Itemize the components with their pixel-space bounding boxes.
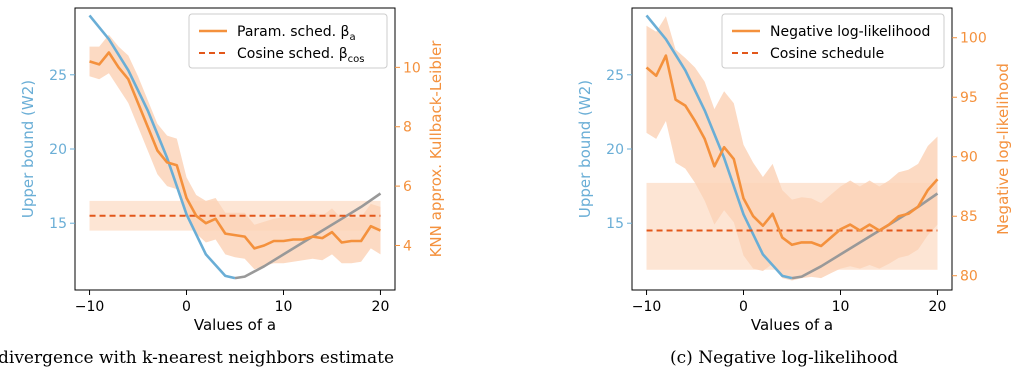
x-tick-label: −10 — [75, 299, 105, 315]
legend-entry-label: Cosine schedule — [770, 46, 884, 62]
confidence-band-cosine — [646, 182, 938, 270]
legend-entry-label: Param. sched. βa — [237, 24, 356, 43]
main-series-line — [645, 54, 939, 248]
right-y-tick-label: 90 — [960, 150, 978, 166]
right-y-axis-label: Negative log-likelihood — [994, 63, 1012, 235]
legend-entry-label: Negative log-likelihood — [770, 24, 930, 40]
legend-box — [188, 13, 388, 69]
left-y-tick-label: 15 — [606, 216, 624, 232]
right-y-axis-label: KNN approx. Kullback-Leibler — [427, 40, 445, 258]
right-y-tick-label: 95 — [960, 90, 978, 106]
legend-box — [721, 13, 945, 69]
x-tick-label: 0 — [739, 299, 748, 315]
x-tick-label: −10 — [632, 299, 662, 315]
left-y-tick-label: 25 — [606, 68, 624, 84]
x-tick-label: 0 — [182, 299, 191, 315]
left-y-tick-label: 15 — [49, 216, 67, 232]
upper-bound-line-after-optimum — [234, 192, 382, 280]
chart-nll: −10 0 10 20 15 20 25 80 85 90 95 100 Values of a Uppe… — [576, 7, 1012, 334]
legend-entry-label: Cosine sched. βcos — [237, 46, 365, 65]
right-y-tick-label: 10 — [403, 60, 421, 76]
x-tick-label: 10 — [275, 299, 293, 315]
left-y-axis-label: Upper bound (W2) — [19, 80, 37, 218]
caption-right: (c) Negative log-likelihood — [670, 348, 898, 368]
left-y-tick-label: 20 — [49, 142, 67, 158]
x-tick-label: 20 — [929, 299, 947, 315]
x-tick-label: 10 — [832, 299, 850, 315]
right-y-tick-label: 100 — [960, 31, 987, 47]
x-axis-label: Values of a — [751, 316, 833, 334]
right-y-tick-label: 6 — [403, 179, 412, 195]
upper-bound-line — [645, 14, 793, 280]
x-tick-label: 20 — [372, 299, 390, 315]
caption-left: divergence with k-nearest neighbors esti… — [0, 348, 394, 368]
left-y-axis-label: Upper bound (W2) — [576, 80, 594, 218]
left-y-tick-label: 20 — [606, 142, 624, 158]
right-y-tick-label: 4 — [403, 238, 412, 254]
left-y-tick-label: 25 — [49, 68, 67, 84]
right-y-tick-label: 85 — [960, 209, 978, 225]
right-y-tick-label: 80 — [960, 269, 978, 285]
x-axis-label: Values of a — [194, 316, 276, 334]
upper-bound-line — [88, 14, 236, 280]
main-series-line — [89, 51, 382, 250]
right-y-tick-label: 8 — [403, 120, 412, 136]
